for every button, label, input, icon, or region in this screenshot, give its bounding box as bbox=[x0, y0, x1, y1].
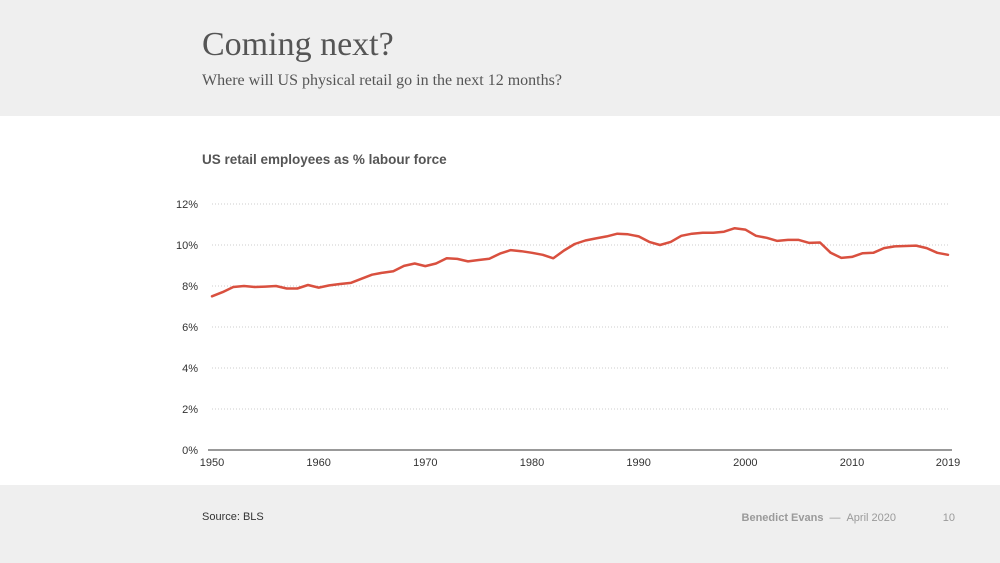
x-tick-label: 2019 bbox=[936, 457, 960, 469]
chart-title: US retail employees as % labour force bbox=[202, 152, 447, 167]
x-tick-label: 1960 bbox=[306, 457, 330, 469]
line-chart: 0% 2% 4% 6% 8% 10% 12% 1950 1960 1970 1980 1990 200… bbox=[176, 199, 960, 469]
y-tick-label: 8% bbox=[182, 281, 198, 293]
x-tick-label: 2000 bbox=[733, 457, 757, 469]
footer-band bbox=[0, 485, 1000, 563]
x-axis-ticks: 1950 1960 1970 1980 1990 2000 2010 2019 bbox=[200, 457, 960, 469]
presentation-date: April 2020 bbox=[846, 512, 896, 524]
page-number: 10 bbox=[942, 512, 955, 524]
series-line bbox=[210, 226, 950, 298]
x-tick-label: 1950 bbox=[200, 457, 224, 469]
y-tick-label: 10% bbox=[176, 240, 198, 252]
x-tick-label: 1980 bbox=[520, 457, 544, 469]
credit: Benedict Evans — April 2020 bbox=[742, 512, 896, 524]
slide-subtitle: Where will US physical retail go in the … bbox=[202, 72, 562, 89]
author-name: Benedict Evans bbox=[741, 512, 824, 524]
x-tick-label: 1990 bbox=[626, 457, 650, 469]
credit-separator: — bbox=[829, 512, 841, 524]
y-tick-label: 12% bbox=[176, 199, 198, 211]
x-tick-label: 2010 bbox=[840, 457, 864, 469]
y-tick-label: 2% bbox=[182, 404, 198, 416]
x-tick-label: 1970 bbox=[413, 457, 437, 469]
gridlines bbox=[212, 203, 948, 410]
y-tick-label: 0% bbox=[182, 445, 198, 457]
source-note: Source: BLS bbox=[202, 511, 264, 523]
y-tick-label: 6% bbox=[182, 322, 198, 334]
y-axis-ticks: 0% 2% 4% 6% 8% 10% 12% bbox=[176, 199, 198, 457]
slide-title: Coming next? bbox=[202, 26, 394, 63]
header-band bbox=[0, 0, 1000, 116]
y-tick-label: 4% bbox=[182, 363, 198, 375]
